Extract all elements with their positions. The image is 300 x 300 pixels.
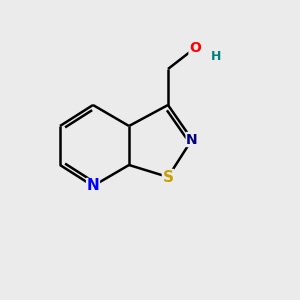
Text: O: O (189, 41, 201, 55)
Text: N: N (87, 178, 99, 194)
Text: N: N (186, 133, 198, 146)
Text: H: H (211, 50, 221, 64)
Text: S: S (163, 169, 173, 184)
